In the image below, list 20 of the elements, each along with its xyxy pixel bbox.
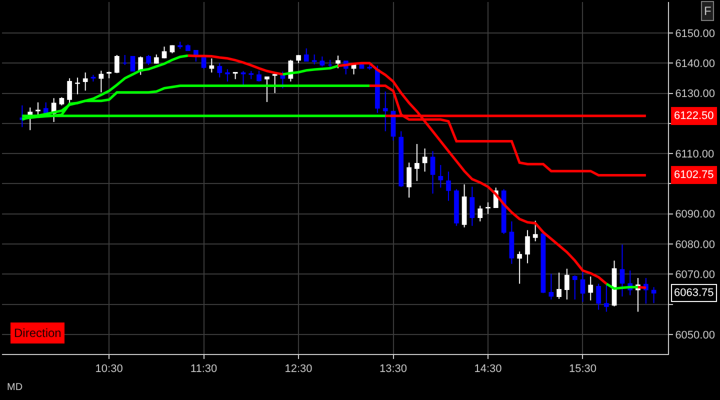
x-tick-label: 11:30 — [190, 363, 218, 376]
x-tick-label: 10:30 — [95, 363, 123, 376]
x-tick-label: 14:30 — [474, 363, 502, 376]
y-tick-label: 6130.00 — [675, 88, 715, 100]
text: 6102.75 — [674, 169, 714, 181]
text: F — [704, 4, 712, 18]
y-tick-label: 6080.00 — [675, 238, 715, 251]
y-tick-label: 6090.00 — [675, 208, 715, 221]
x-tick-label: 13:30 — [379, 363, 408, 376]
annotation: Direction — [14, 326, 62, 340]
y-tick-label: 6070.00 — [675, 268, 715, 281]
text: 6063.75 — [674, 287, 714, 299]
y-tick-label: 6140.00 — [675, 58, 715, 70]
y-tick-label: 6050.00 — [675, 329, 715, 342]
y-tick-label: 6150.00 — [675, 28, 715, 40]
x-tick-label: 12:30 — [284, 363, 312, 376]
y-tick-label: 6110.00 — [675, 148, 714, 160]
x-tick-label: 15:30 — [568, 363, 597, 376]
text: MD — [7, 382, 23, 393]
text: 6122.50 — [674, 110, 714, 122]
